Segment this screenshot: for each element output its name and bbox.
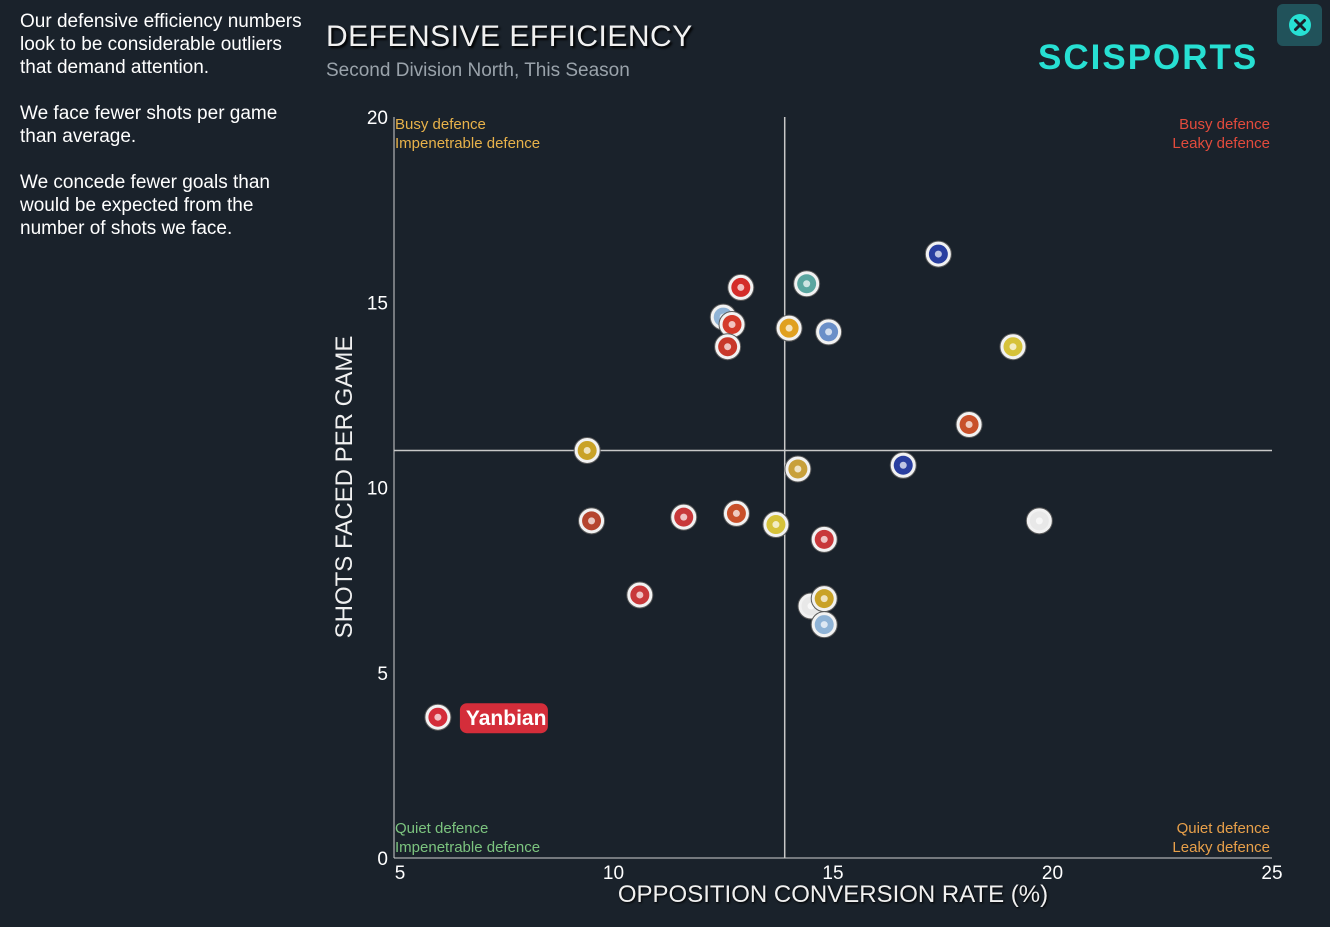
team-point[interactable]: [718, 310, 746, 338]
team-point[interactable]: [722, 499, 750, 527]
team-point[interactable]: [762, 511, 790, 539]
scisports-logo: SCISPORTS: [1038, 38, 1259, 77]
quadrant-top-left-line1: Busy defence: [395, 116, 486, 133]
x-axis-title: OPPOSITION CONVERSION RATE (%): [618, 881, 1048, 908]
y-axis-title: SHOTS FACED PER GAME: [331, 336, 358, 639]
team-crest-emblem: [825, 328, 833, 336]
quadrant-bottom-right-line1: Quiet defence: [1177, 820, 1270, 837]
team-crest-emblem: [724, 343, 732, 351]
team-crest-emblem: [934, 250, 942, 258]
team-point[interactable]: [573, 436, 601, 464]
quadrant-bottom-left-line1: Quiet defence: [395, 820, 488, 837]
commentary-panel: Our defensive efficiency numbers look to…: [20, 10, 305, 263]
team-crest-emblem: [772, 521, 780, 529]
team-point[interactable]: [810, 585, 838, 613]
team-crest-emblem: [820, 621, 828, 629]
team-point[interactable]: [714, 333, 742, 361]
team-point[interactable]: [578, 507, 606, 535]
team-point[interactable]: [815, 318, 843, 346]
team-point[interactable]: [810, 525, 838, 553]
team-crest-emblem: [820, 595, 828, 603]
quadrant-top-right-line1: Busy defence: [1179, 116, 1270, 133]
y-tick-label: 5: [377, 664, 388, 685]
team-point[interactable]: [784, 455, 812, 483]
team-crest-emblem: [965, 421, 973, 429]
team-crest-emblem: [785, 324, 793, 332]
team-crest-emblem: [583, 446, 591, 454]
x-tick-label: 15: [822, 863, 843, 884]
team-crest-emblem: [588, 517, 596, 525]
team-crest-emblem: [899, 461, 907, 469]
team-crest-emblem: [1009, 343, 1017, 351]
team-crest-emblem: [732, 509, 740, 517]
team-point[interactable]: [955, 411, 983, 439]
quadrant-top-right-line2: Leaky defence: [1172, 135, 1270, 152]
team-point[interactable]: [670, 503, 698, 531]
highlight-team-label: Yanbian: [459, 703, 548, 734]
team-crest-emblem: [1035, 517, 1043, 525]
team-point[interactable]: [1025, 507, 1053, 535]
close-icon: [1288, 14, 1311, 36]
team-crest-emblem: [737, 283, 745, 291]
team-crest-emblem: [434, 713, 442, 721]
team-crest-emblem: [728, 320, 736, 328]
team-crest-emblem: [820, 535, 828, 543]
team-point[interactable]: [775, 314, 803, 342]
quadrant-top-left-line2: Impenetrable defence: [395, 135, 540, 152]
x-tick-label: 25: [1261, 863, 1282, 884]
highlight-team-point[interactable]: [424, 703, 452, 731]
commentary-paragraph: We concede fewer goals than would be exp…: [20, 172, 270, 239]
x-tick-labels: 5 10 15 20 25: [395, 863, 1283, 884]
quadrant-bottom-left-line2: Impenetrable defence: [395, 839, 540, 856]
y-tick-label: 20: [367, 108, 388, 129]
commentary-paragraph: Our defensive efficiency numbers look to…: [20, 11, 302, 78]
team-point[interactable]: [924, 240, 952, 268]
x-tick-label: 20: [1042, 863, 1063, 884]
team-points: [424, 240, 1053, 731]
chart-subtitle: Second Division North, This Season: [326, 60, 630, 81]
x-tick-label: 10: [603, 863, 624, 884]
x-tick-label: 5: [395, 863, 406, 884]
quadrant-labels: Busy defence Impenetrable defence Busy d…: [395, 116, 1270, 856]
y-tick-labels: 0 5 10 15 20: [367, 108, 388, 870]
team-point[interactable]: [626, 581, 654, 609]
team-crest-emblem: [803, 280, 811, 288]
highlight-label-background: [459, 703, 548, 734]
team-crest-emblem: [794, 465, 802, 473]
y-tick-label: 10: [367, 479, 388, 500]
commentary-paragraph: We face fewer shots per game than averag…: [20, 103, 278, 147]
team-point[interactable]: [727, 273, 755, 301]
close-button[interactable]: [1277, 4, 1322, 46]
y-tick-label: 15: [367, 293, 388, 314]
chart-title: DEFENSIVE EFFICIENCY: [326, 20, 693, 53]
team-crest-emblem: [636, 591, 644, 599]
quadrant-bottom-right-line2: Leaky defence: [1172, 839, 1270, 856]
team-point[interactable]: [810, 611, 838, 639]
y-tick-label: 0: [377, 849, 388, 870]
axes: [393, 117, 1272, 859]
team-point[interactable]: [793, 270, 821, 298]
team-point[interactable]: [999, 333, 1027, 361]
team-crest-emblem: [680, 513, 688, 521]
highlight-label-text: Yanbian: [466, 707, 547, 730]
team-point[interactable]: [889, 451, 917, 479]
